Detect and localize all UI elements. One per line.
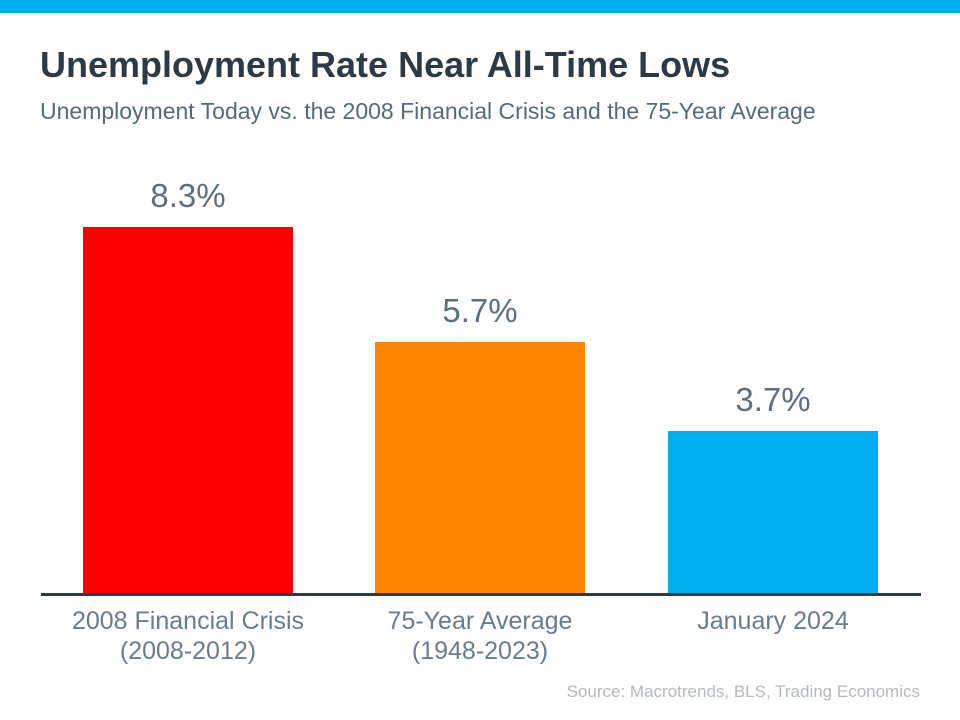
source-attribution: Source: Macrotrends, BLS, Trading Econom… — [566, 682, 920, 701]
bar-value-label: 8.3% — [150, 177, 226, 214]
x-axis-line — [41, 593, 921, 596]
page-title: Unemployment Rate Near All-Time Lows — [40, 44, 731, 85]
category-label-75-year-average: 75-Year Average (1948-2023) — [387, 607, 573, 665]
category-label-2008-crisis: 2008 Financial Crisis (2008-2012) — [71, 607, 305, 665]
bar-value-label: 3.7% — [735, 381, 811, 418]
bar-group-january-2024: 3.7% — [668, 381, 878, 595]
top-accent-bar — [0, 0, 960, 13]
bar-group-75-year-average: 5.7% — [375, 292, 585, 595]
category-label-january-2024: January 2024 — [697, 607, 849, 635]
bar-75-year-average — [375, 342, 585, 595]
chart-subtitle: Unemployment Today vs. the 2008 Financia… — [40, 98, 816, 124]
bar-january-2024 — [668, 431, 878, 595]
bar-2008-crisis — [83, 227, 293, 595]
bar-group-2008-crisis: 8.3% — [83, 177, 293, 595]
bar-value-label: 5.7% — [442, 292, 518, 329]
